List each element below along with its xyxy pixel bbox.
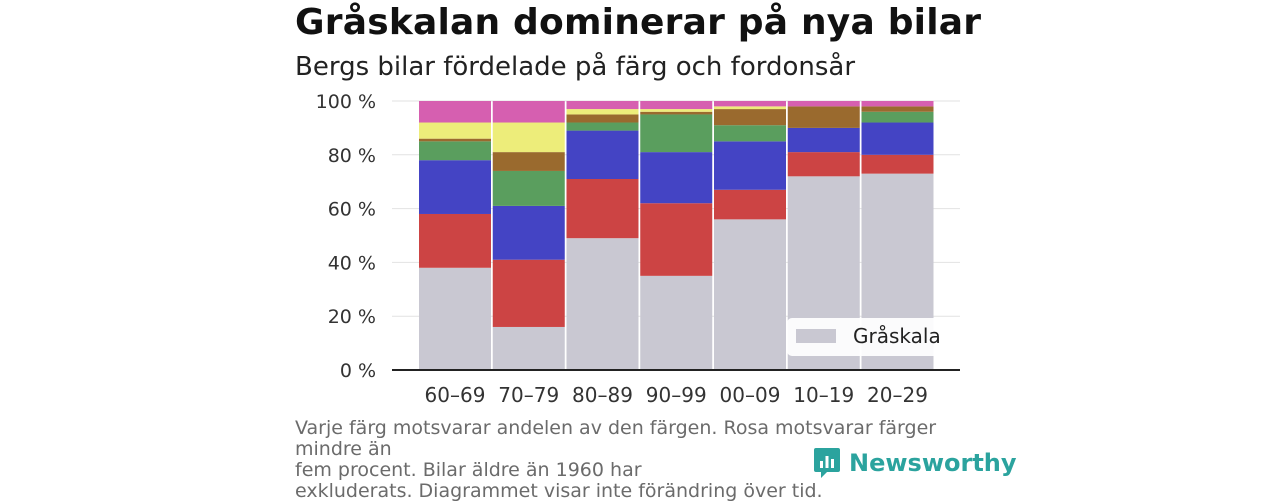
bar-segment bbox=[492, 205, 565, 260]
bar-segment bbox=[714, 125, 786, 142]
newsworthy-brand: Newsworthy bbox=[813, 446, 1017, 480]
x-tick-label: 00–09 bbox=[720, 383, 781, 407]
bar-segment bbox=[861, 154, 934, 174]
caption-line-2: fem procent. Bilar äldre än 1960 har bbox=[295, 459, 642, 481]
bar-segment bbox=[492, 101, 565, 123]
bar-segment bbox=[419, 213, 491, 268]
bar-segment bbox=[566, 130, 639, 180]
x-tick-label: 90–99 bbox=[646, 383, 707, 407]
bar-segment bbox=[861, 111, 934, 123]
bar-segment bbox=[492, 152, 565, 171]
bar-segment bbox=[566, 179, 639, 239]
stacked-bar-chart: 0 % 20 % 40 % 60 % 80 % 100 % 60–69 70–79 80–89 9… bbox=[316, 91, 960, 407]
bar-segment bbox=[787, 127, 860, 153]
bar-segment bbox=[861, 122, 934, 155]
legend-label: Gråskala bbox=[853, 324, 941, 348]
bar-segment bbox=[419, 101, 491, 123]
y-tick-label: 80 % bbox=[328, 145, 376, 167]
bar-segment bbox=[566, 122, 639, 131]
x-tick-label: 10–19 bbox=[793, 383, 854, 407]
caption-line-1: Varje färg motsvarar andelen av den färg… bbox=[295, 417, 937, 460]
caption-line-3: exkluderats. Diagrammet visar inte förän… bbox=[295, 480, 823, 502]
bar-segment bbox=[640, 111, 713, 115]
bar-segment bbox=[492, 326, 565, 370]
y-tick-label: 40 % bbox=[328, 252, 376, 274]
chart-title: Gråskalan dominerar på nya bilar bbox=[295, 2, 982, 43]
x-tick-label: 80–89 bbox=[572, 383, 633, 407]
y-tick-label: 20 % bbox=[328, 306, 376, 328]
bar-segment bbox=[787, 101, 860, 107]
bar-segment bbox=[566, 238, 639, 370]
x-tick-label: 20–29 bbox=[867, 383, 928, 407]
legend-swatch bbox=[796, 329, 836, 343]
bar-segment bbox=[640, 152, 713, 204]
bar-segment bbox=[640, 114, 713, 153]
bar-segment bbox=[640, 203, 713, 276]
bar-segment bbox=[419, 122, 491, 139]
y-tick-label: 60 % bbox=[328, 199, 376, 221]
bar-segment bbox=[492, 122, 565, 153]
bar-segment bbox=[492, 259, 565, 327]
bar-segment bbox=[419, 267, 491, 370]
bar-segment bbox=[640, 109, 713, 112]
bar-segment bbox=[714, 106, 786, 110]
chart-subtitle: Bergs bilar fördelade på färg och fordon… bbox=[295, 52, 856, 82]
bar-segment bbox=[787, 152, 860, 177]
bar-segment bbox=[787, 106, 860, 128]
newsworthy-logo-icon bbox=[814, 448, 840, 478]
bar-segment bbox=[714, 189, 786, 220]
y-tick-label: 0 % bbox=[340, 360, 376, 382]
bar-segment bbox=[714, 219, 786, 370]
legend-box bbox=[787, 318, 947, 356]
bar-segment bbox=[566, 114, 639, 123]
bar-segment bbox=[640, 101, 713, 110]
brand-name: Newsworthy bbox=[849, 449, 1017, 477]
bar-segment bbox=[566, 101, 639, 110]
bar-segment bbox=[714, 141, 786, 190]
bar-segment bbox=[419, 141, 491, 161]
bar-segment bbox=[714, 109, 786, 126]
bar-segment bbox=[492, 170, 565, 206]
x-tick-label: 60–69 bbox=[425, 383, 486, 407]
bar-segment bbox=[640, 275, 713, 370]
y-tick-label: 100 % bbox=[316, 91, 376, 113]
bar-segment bbox=[419, 160, 491, 214]
bar-segment bbox=[861, 101, 934, 107]
bar-segment bbox=[566, 109, 639, 115]
x-tick-label: 70–79 bbox=[498, 383, 559, 407]
bar-segment bbox=[419, 138, 491, 142]
bar-segment bbox=[861, 106, 934, 112]
bar-segment bbox=[714, 101, 786, 107]
